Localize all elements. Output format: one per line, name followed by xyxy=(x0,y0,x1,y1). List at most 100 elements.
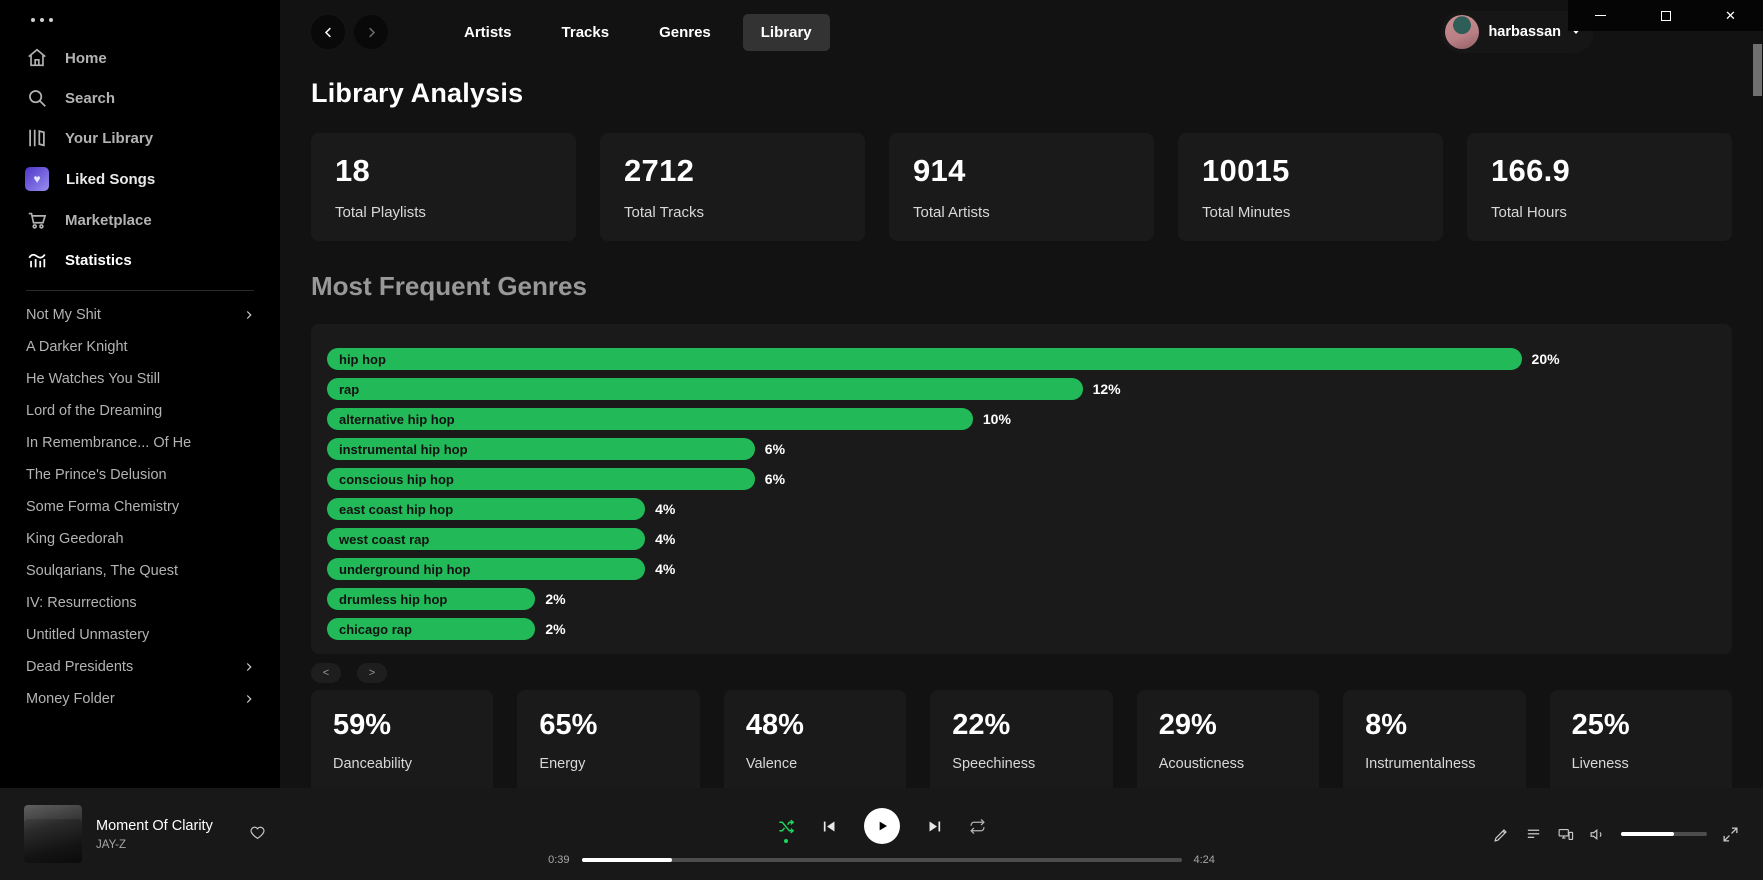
edit-button[interactable] xyxy=(1493,826,1510,843)
genre-bar-row: underground hip hop 4% xyxy=(327,558,1716,580)
feature-card-danceability: 59% Danceability xyxy=(311,690,494,788)
genre-bar-row: rap 12% xyxy=(327,378,1716,400)
close-button[interactable]: ✕ xyxy=(1725,8,1736,23)
track-info: Moment Of Clarity JAY-Z xyxy=(96,818,213,851)
genre-bar-row: conscious hip hop 6% xyxy=(327,468,1716,490)
forward-button[interactable] xyxy=(354,15,388,49)
chart-prev-button[interactable]: < xyxy=(311,663,341,683)
track-artist[interactable]: JAY-Z xyxy=(96,838,127,851)
genre-label: drumless hip hop xyxy=(339,591,448,607)
chart-next-button[interactable]: > xyxy=(357,663,387,683)
stat-value: 2712 xyxy=(624,153,695,188)
genre-bar-row: east coast hip hop 4% xyxy=(327,498,1716,520)
feature-value: 48% xyxy=(745,709,804,741)
genre-bar[interactable]: instrumental hip hop xyxy=(327,438,755,460)
sidebar-item-statistics[interactable]: Statistics xyxy=(0,240,280,280)
genre-percent: 4% xyxy=(655,561,676,577)
sidebar-item-label: Search xyxy=(65,89,116,107)
playlist-item[interactable]: Some Forma Chemistry xyxy=(0,491,280,523)
minimize-icon xyxy=(1595,15,1606,16)
page-title: Library Analysis xyxy=(311,78,524,108)
playlist-label: A Darker Knight xyxy=(26,339,128,355)
previous-button[interactable] xyxy=(821,818,838,835)
maximize-button[interactable] xyxy=(1633,0,1698,31)
progress-bar[interactable] xyxy=(581,858,1182,862)
ellipsis-menu-icon[interactable] xyxy=(0,12,280,38)
playlist-item[interactable]: He Watches You Still xyxy=(0,363,280,395)
playlist-item[interactable]: In Remembrance... Of He xyxy=(0,427,280,459)
feature-card-instrumentalness: 8% Instrumentalness xyxy=(1343,690,1526,788)
genre-bar-row: alternative hip hop 10% xyxy=(327,408,1716,430)
feature-card-acousticness: 29% Acousticness xyxy=(1136,690,1320,788)
sidebar-nav: Home Search Your Library ♥ Liked Songs Market… xyxy=(0,38,280,280)
playlist-item[interactable]: Soulqarians, The Quest xyxy=(0,555,280,587)
playlist-item[interactable]: Lord of the Dreaming xyxy=(0,395,280,427)
genre-bar[interactable]: west coast rap xyxy=(327,528,646,550)
tab-library[interactable]: Library xyxy=(742,13,830,51)
chevron-right-icon xyxy=(242,660,256,674)
sidebar-item-marketplace[interactable]: Marketplace xyxy=(0,200,280,240)
playlist-item[interactable]: The Prince's Delusion xyxy=(0,459,280,491)
playlist-item[interactable]: Untitled Unmastery xyxy=(0,619,280,651)
track-title[interactable]: Moment Of Clarity xyxy=(96,817,213,834)
stat-label: Total Tracks xyxy=(624,204,705,221)
heart-outline-icon xyxy=(250,826,265,840)
playlist-item[interactable]: Not My Shit xyxy=(0,299,280,331)
playback-controls xyxy=(778,808,986,844)
sidebar-item-label: Your Library xyxy=(65,129,154,147)
feature-label: Acousticness xyxy=(1158,756,1245,772)
playlist-label: Not My Shit xyxy=(26,307,101,323)
chevron-left-icon xyxy=(324,27,331,37)
genre-bar[interactable]: east coast hip hop xyxy=(327,498,646,520)
chevron-right-icon xyxy=(368,27,375,37)
genres-heading: Most Frequent Genres xyxy=(311,271,587,301)
genre-bar[interactable]: hip hop xyxy=(327,348,1522,370)
like-button[interactable] xyxy=(249,824,266,844)
stat-card: 2712 Total Tracks xyxy=(600,133,865,241)
sidebar-item-liked-songs[interactable]: ♥ Liked Songs xyxy=(0,158,280,200)
tab-tracks[interactable]: Tracks xyxy=(544,14,628,51)
back-button[interactable] xyxy=(311,15,345,49)
genre-bar-row: drumless hip hop 2% xyxy=(327,588,1716,610)
scrollbar-thumb[interactable] xyxy=(1753,44,1762,96)
sidebar-item-your-library[interactable]: Your Library xyxy=(0,118,280,158)
genre-label: underground hip hop xyxy=(339,561,471,577)
feature-card-energy: 65% Energy xyxy=(517,690,700,788)
sidebar-item-search[interactable]: Search xyxy=(0,78,280,118)
genre-percent: 2% xyxy=(545,621,566,637)
cart-icon xyxy=(26,209,48,231)
genre-percent: 4% xyxy=(655,501,676,517)
genre-bar[interactable]: drumless hip hop xyxy=(327,588,536,610)
minimize-button[interactable] xyxy=(1568,0,1633,31)
queue-button[interactable] xyxy=(1525,826,1542,843)
volume-slider[interactable] xyxy=(1621,832,1707,836)
sidebar-divider xyxy=(26,290,254,291)
genre-bar-row: chicago rap 2% xyxy=(327,618,1716,640)
tab-genres[interactable]: Genres xyxy=(641,14,729,51)
next-button[interactable] xyxy=(926,818,943,835)
playlist-item[interactable]: King Geedorah xyxy=(0,523,280,555)
repeat-button[interactable] xyxy=(969,818,986,835)
playlist-item[interactable]: IV: Resurrections xyxy=(0,587,280,619)
genre-bar[interactable]: underground hip hop xyxy=(327,558,646,580)
genre-label: conscious hip hop xyxy=(339,471,454,487)
genre-percent: 20% xyxy=(1531,351,1560,367)
connect-device-button[interactable] xyxy=(1557,826,1574,843)
pencil-icon xyxy=(1494,828,1507,842)
playlist-item[interactable]: Money Folder xyxy=(0,683,280,715)
stat-label: Total Minutes xyxy=(1202,204,1291,221)
genre-bar[interactable]: chicago rap xyxy=(327,618,536,640)
feature-card-speechiness: 22% Speechiness xyxy=(930,690,1113,788)
genre-bar[interactable]: conscious hip hop xyxy=(327,468,755,490)
album-art[interactable] xyxy=(24,805,82,863)
shuffle-button[interactable] xyxy=(778,818,795,835)
fullscreen-button[interactable] xyxy=(1722,826,1739,843)
tab-artists[interactable]: Artists xyxy=(446,14,530,51)
playlist-item[interactable]: A Darker Knight xyxy=(0,331,280,363)
genre-bar[interactable]: alternative hip hop xyxy=(327,408,973,430)
volume-button[interactable] xyxy=(1589,826,1606,843)
playlist-item[interactable]: Dead Presidents xyxy=(0,651,280,683)
play-button[interactable] xyxy=(863,808,900,844)
genre-bar[interactable]: rap xyxy=(327,378,1083,400)
sidebar-item-home[interactable]: Home xyxy=(0,38,280,78)
